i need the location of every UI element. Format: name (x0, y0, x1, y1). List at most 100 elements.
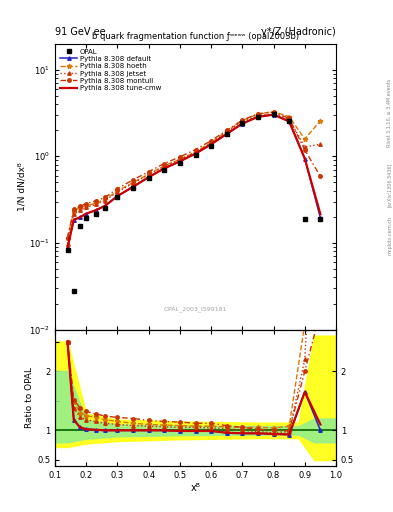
Pythia 8.308 tune-cmw (240, 120, 245, 126)
Pythia 8.308 hoeth (72, 208, 76, 214)
Pythia 8.308 montull (303, 147, 307, 153)
Pythia 8.308 jetset (303, 144, 307, 150)
Text: Rivet 3.1.10, ≥ 3.4M events: Rivet 3.1.10, ≥ 3.4M events (387, 78, 392, 147)
OPAL (78, 223, 83, 229)
Pythia 8.308 default (255, 114, 260, 120)
Pythia 8.308 hoeth (287, 114, 292, 120)
Pythia 8.308 montull (193, 146, 198, 153)
OPAL (84, 215, 88, 221)
Pythia 8.308 tune-cmw (84, 210, 88, 217)
Text: 91 GeV ee: 91 GeV ee (55, 27, 106, 37)
Pythia 8.308 tune-cmw (303, 156, 307, 162)
Pythia 8.308 hoeth (178, 156, 182, 162)
Pythia 8.308 montull (146, 168, 151, 175)
Pythia 8.308 default (84, 210, 88, 217)
Pythia 8.308 montull (84, 201, 88, 207)
Pythia 8.308 default (318, 215, 323, 221)
Pythia 8.308 jetset (318, 141, 323, 147)
Pythia 8.308 default (72, 217, 76, 223)
Pythia 8.308 default (78, 214, 83, 220)
Pythia 8.308 default (93, 207, 98, 214)
OPAL (178, 160, 182, 166)
OPAL (255, 114, 260, 120)
Line: OPAL: OPAL (65, 112, 323, 293)
Pythia 8.308 default (224, 131, 229, 137)
Text: mcplots.cern.ch: mcplots.cern.ch (387, 216, 392, 255)
Text: γ*/Z (Hadronic): γ*/Z (Hadronic) (261, 27, 336, 37)
Pythia 8.308 montull (209, 138, 213, 144)
Pythia 8.308 default (209, 141, 213, 147)
Pythia 8.308 tune-cmw (287, 118, 292, 124)
Legend: OPAL, Pythia 8.308 default, Pythia 8.308 hoeth, Pythia 8.308 jetset, Pythia 8.30: OPAL, Pythia 8.308 default, Pythia 8.308… (59, 47, 163, 93)
Pythia 8.308 tune-cmw (115, 193, 120, 199)
Pythia 8.308 jetset (65, 241, 70, 247)
Pythia 8.308 jetset (93, 201, 98, 207)
OPAL (193, 152, 198, 158)
Pythia 8.308 montull (224, 127, 229, 133)
Pythia 8.308 jetset (84, 204, 88, 210)
Pythia 8.308 montull (178, 154, 182, 160)
Pythia 8.308 jetset (193, 149, 198, 155)
Pythia 8.308 hoeth (84, 203, 88, 209)
Pythia 8.308 jetset (178, 157, 182, 163)
Line: Pythia 8.308 hoeth: Pythia 8.308 hoeth (65, 109, 323, 240)
OPAL (271, 111, 276, 117)
Pythia 8.308 jetset (103, 198, 107, 204)
OPAL (103, 205, 107, 211)
Pythia 8.308 jetset (224, 129, 229, 135)
Pythia 8.308 default (162, 165, 167, 172)
Pythia 8.308 tune-cmw (255, 114, 260, 120)
Line: Pythia 8.308 montull: Pythia 8.308 montull (66, 111, 322, 240)
Pythia 8.308 tune-cmw (224, 131, 229, 137)
Pythia 8.308 hoeth (271, 109, 276, 115)
Pythia 8.308 tune-cmw (78, 214, 83, 220)
Pythia 8.308 montull (287, 115, 292, 121)
Pythia 8.308 default (131, 184, 136, 190)
Pythia 8.308 tune-cmw (93, 207, 98, 214)
Pythia 8.308 jetset (240, 119, 245, 125)
Pythia 8.308 default (103, 203, 107, 209)
Pythia 8.308 montull (72, 206, 76, 212)
Text: [arXiv:1306.3436]: [arXiv:1306.3436] (387, 162, 392, 206)
Pythia 8.308 default (303, 156, 307, 162)
OPAL (93, 211, 98, 217)
Pythia 8.308 montull (162, 160, 167, 166)
Pythia 8.308 default (271, 112, 276, 118)
Pythia 8.308 jetset (271, 111, 276, 117)
Pythia 8.308 tune-cmw (131, 184, 136, 190)
Pythia 8.308 default (287, 118, 292, 124)
Pythia 8.308 jetset (72, 210, 76, 217)
OPAL (303, 216, 307, 222)
Pythia 8.308 default (65, 245, 70, 251)
Pythia 8.308 montull (93, 198, 98, 204)
OPAL (240, 120, 245, 126)
OPAL (224, 131, 229, 137)
Pythia 8.308 jetset (146, 172, 151, 178)
Pythia 8.308 hoeth (131, 180, 136, 186)
OPAL (287, 118, 292, 124)
Pythia 8.308 tune-cmw (178, 158, 182, 164)
Pythia 8.308 hoeth (162, 163, 167, 169)
Pythia 8.308 montull (115, 185, 120, 191)
OPAL (115, 195, 120, 201)
Pythia 8.308 jetset (255, 113, 260, 119)
Pythia 8.308 default (240, 120, 245, 126)
OPAL (146, 175, 151, 181)
Pythia 8.308 tune-cmw (209, 141, 213, 147)
Pythia 8.308 hoeth (93, 200, 98, 206)
Pythia 8.308 montull (318, 174, 323, 180)
Pythia 8.308 hoeth (193, 149, 198, 155)
Pythia 8.308 montull (131, 177, 136, 183)
Pythia 8.308 tune-cmw (162, 165, 167, 172)
Pythia 8.308 jetset (131, 180, 136, 186)
Y-axis label: 1/N dN/dxᴮ: 1/N dN/dxᴮ (18, 162, 27, 211)
Line: Pythia 8.308 default: Pythia 8.308 default (66, 113, 322, 249)
Pythia 8.308 hoeth (65, 234, 70, 241)
OPAL (72, 288, 76, 294)
Pythia 8.308 montull (103, 195, 107, 201)
Text: OPAL_2003_I599181: OPAL_2003_I599181 (164, 307, 227, 312)
Pythia 8.308 default (146, 174, 151, 180)
Pythia 8.308 tune-cmw (103, 203, 107, 209)
Pythia 8.308 hoeth (303, 136, 307, 142)
Pythia 8.308 tune-cmw (193, 151, 198, 157)
